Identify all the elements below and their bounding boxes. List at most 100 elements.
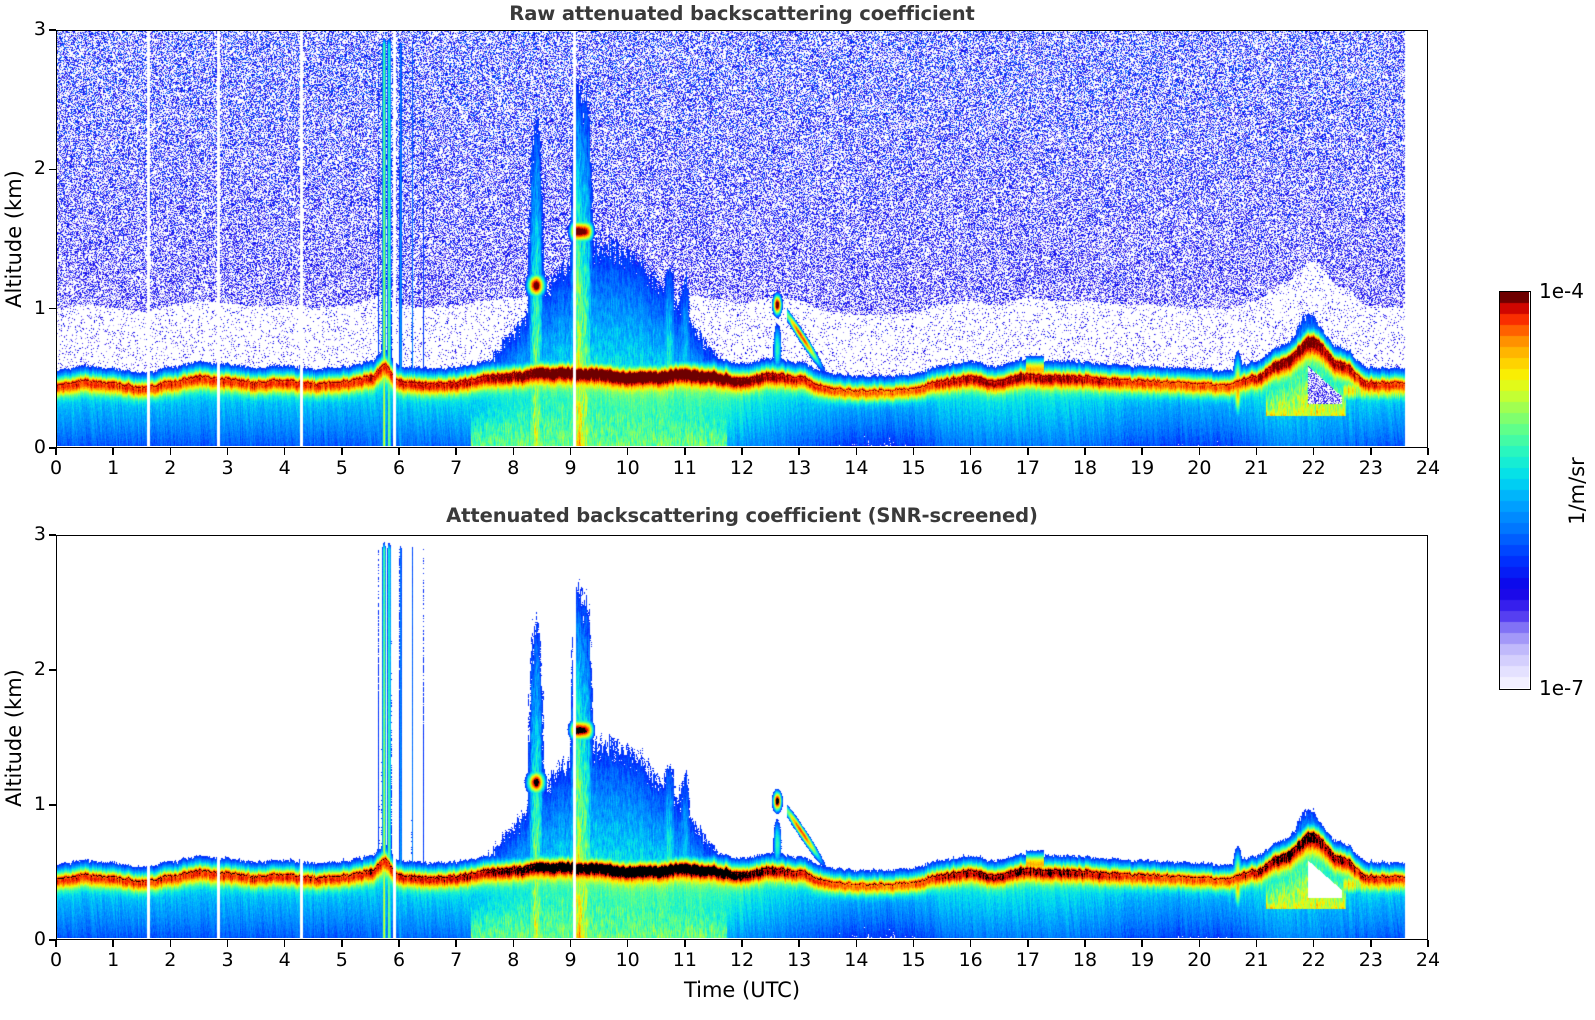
x-tick	[112, 940, 114, 947]
x-tick	[1312, 448, 1315, 455]
x-tick	[55, 940, 57, 947]
x-tick-label: 8	[507, 949, 520, 971]
x-tick	[1255, 448, 1258, 455]
x-tick-label: 10	[615, 949, 640, 971]
x-tick-label: 17	[1015, 457, 1040, 479]
colorbar-unit-label: 1/m/sr	[1565, 456, 1589, 525]
x-tick	[626, 940, 629, 947]
x-tick-label: 2	[164, 457, 177, 479]
x-tick	[969, 940, 972, 947]
x-tick-label: 15	[901, 457, 926, 479]
x-tick-label: 19	[1130, 457, 1155, 479]
x-tick	[684, 448, 686, 455]
x-tick-label: 14	[844, 457, 869, 479]
y-tick-label: 1	[33, 793, 46, 815]
x-tick	[1027, 940, 1029, 947]
y-tick-label: 0	[33, 928, 46, 950]
x-tick	[283, 448, 286, 455]
y-axis-label-raw: Altitude (km)	[2, 170, 26, 308]
x-tick-label: 5	[335, 457, 348, 479]
x-tick	[1027, 448, 1029, 455]
plot-area-raw[interactable]	[56, 30, 1428, 448]
x-tick	[1312, 940, 1315, 947]
x-tick	[455, 448, 457, 455]
y-tick	[49, 804, 56, 806]
x-tick	[741, 940, 743, 947]
x-tick	[1141, 940, 1143, 947]
y-tick-label: 1	[33, 296, 46, 319]
x-tick	[226, 940, 229, 947]
x-tick	[169, 448, 172, 455]
x-tick	[798, 940, 800, 947]
x-tick-label: 9	[564, 949, 577, 971]
x-tick-label: 11	[672, 949, 697, 971]
colorbar[interactable]	[1499, 291, 1531, 690]
panel-title-screened: Attenuated backscattering coefficient (S…	[446, 504, 1038, 527]
x-axis-label: Time (UTC)	[683, 978, 801, 1002]
x-tick-label: 8	[507, 457, 520, 479]
x-tick-label: 21	[1244, 949, 1269, 971]
x-tick	[1198, 448, 1201, 455]
x-tick-label: 18	[1072, 949, 1098, 971]
x-tick	[855, 940, 858, 947]
x-tick	[969, 448, 972, 455]
x-tick-label: 13	[787, 949, 812, 971]
colorbar-min-label: 1e-7	[1539, 676, 1584, 700]
x-tick	[1427, 448, 1429, 455]
x-tick	[283, 940, 286, 947]
x-tick	[169, 940, 172, 947]
y-axis-label-screened: Altitude (km)	[2, 668, 26, 807]
x-tick	[455, 940, 457, 947]
colorbar-max-label: 1e-4	[1539, 279, 1584, 303]
x-tick-label: 7	[450, 949, 463, 971]
y-tick	[49, 307, 56, 310]
y-tick-label: 3	[33, 523, 46, 545]
x-tick-label: 3	[221, 457, 234, 479]
x-tick-label: 11	[672, 457, 697, 479]
y-tick	[49, 669, 56, 671]
x-tick	[741, 448, 743, 455]
y-tick-label: 3	[33, 18, 46, 40]
x-tick-label: 0	[49, 457, 63, 479]
x-tick-label: 20	[1187, 949, 1212, 971]
y-tick	[49, 168, 56, 171]
x-tick	[569, 940, 572, 947]
x-tick-label: 16	[958, 949, 983, 971]
x-tick-label: 12	[729, 457, 755, 479]
x-tick-label: 21	[1244, 457, 1269, 479]
x-tick-label: 23	[1358, 457, 1383, 479]
x-tick-label: 4	[278, 457, 291, 479]
x-tick-label: 19	[1130, 949, 1155, 971]
x-tick-label: 1	[107, 457, 120, 479]
x-tick-label: 7	[450, 457, 463, 479]
x-tick	[684, 940, 686, 947]
x-tick-label: 13	[787, 457, 812, 479]
x-tick	[1427, 940, 1429, 947]
y-tick	[49, 447, 56, 449]
plot-area-screened[interactable]	[56, 535, 1428, 940]
x-tick	[855, 448, 858, 455]
x-tick	[1141, 448, 1143, 455]
x-tick-label: 10	[615, 457, 640, 479]
x-tick-label: 18	[1072, 457, 1098, 479]
x-tick	[1084, 940, 1086, 947]
x-tick	[1084, 448, 1086, 455]
x-tick	[512, 448, 515, 455]
panel-title-raw: Raw attenuated backscattering coefficien…	[509, 2, 975, 25]
x-tick-label: 4	[278, 949, 291, 971]
x-tick-label: 6	[392, 457, 406, 479]
x-tick	[626, 448, 629, 455]
y-tick-label: 0	[33, 436, 46, 458]
x-tick	[1198, 940, 1201, 947]
x-tick	[912, 448, 915, 455]
x-tick	[912, 940, 915, 947]
x-tick	[1370, 448, 1372, 455]
x-tick	[512, 940, 515, 947]
x-tick-label: 17	[1015, 949, 1040, 971]
x-tick	[226, 448, 229, 455]
x-tick-label: 20	[1187, 457, 1212, 479]
x-tick	[55, 448, 57, 455]
x-tick	[112, 448, 114, 455]
x-tick	[1370, 940, 1372, 947]
